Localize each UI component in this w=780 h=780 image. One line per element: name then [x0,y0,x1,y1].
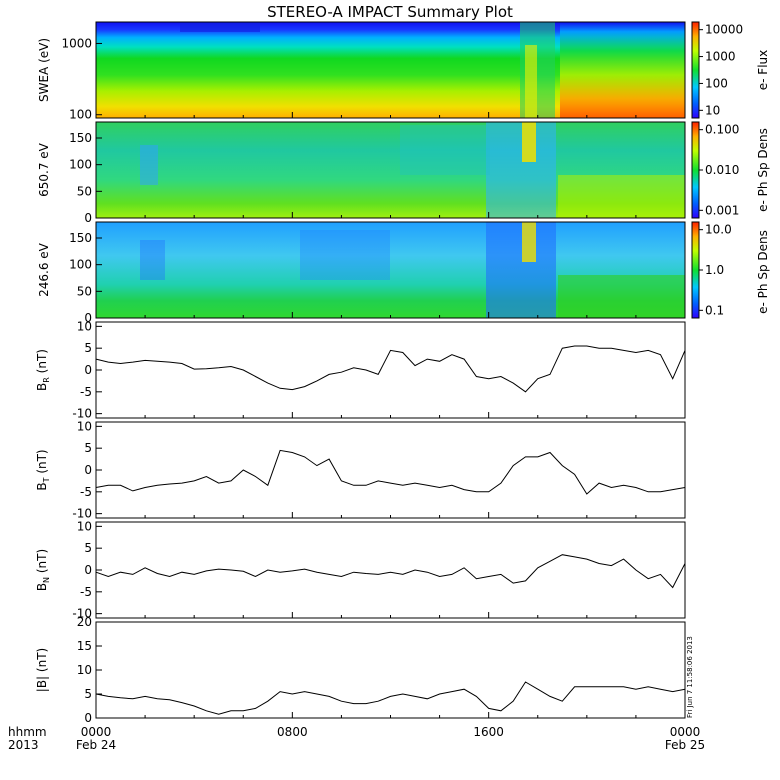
bn-ytick-label: -5 [80,585,92,599]
bmag-ytick-label: 20 [77,615,92,629]
pad-246-spectrogram [96,222,685,318]
bt-ytick-label: 5 [84,441,92,455]
pad-650-ylabel: 650.7 eV [37,142,51,197]
time-corner-bottom: 2013 [8,738,39,752]
bmag-ytick-label: 15 [77,639,92,653]
br-ytick-label: -5 [80,385,92,399]
spec-ytick-label: 150 [69,131,92,145]
bn-ytick-label: 5 [84,541,92,555]
colorbar-tick-label: 100 [705,76,728,90]
bn-plot-frame [95,521,686,619]
time-tick-label: 0800 [277,725,308,739]
spec-ytick-label: 50 [77,284,92,298]
pad-246-ylabel: 246.6 eV [37,242,51,297]
generation-timestamp: Fri Jun 7 11:58:06 2013 [686,636,694,718]
bt-ytick-label: 10 [77,419,92,433]
spec-ytick-label: 50 [77,184,92,198]
colorbar-tick-label: 0.100 [705,123,739,137]
spec-ytick-label: 1000 [61,36,92,50]
br-ytick-label: -10 [72,407,92,421]
spec-ytick-label: 100 [69,158,92,172]
bt-ytick-label: 0 [84,463,92,477]
colorbar-tick-label: 1000 [705,50,736,64]
colorbar-tick-label: 10000 [705,23,743,37]
colorbar-tick-label: 1.0 [705,263,724,277]
bt-ytick-label: -10 [72,507,92,521]
colorbar-tick-label: 0.010 [705,163,739,177]
time-date-label: Feb 25 [665,738,705,752]
spec-ytick-label: 100 [69,258,92,272]
bn-ytick-label: 10 [77,519,92,533]
time-tick-label: 1600 [473,725,504,739]
swea-colorbar: 10 100 1000 10000 e- Flux [691,21,770,119]
bn-ytick-label: -10 [72,607,92,621]
bt-plot-frame [95,421,686,519]
bt-ytick-label: -5 [80,485,92,499]
br-ylabel: BR (nT) [35,349,51,391]
spec-ytick-label: 150 [69,231,92,245]
figure-title: STEREO-A IMPACT Summary Plot [267,3,513,21]
bn-ylabel: BN (nT) [35,549,51,591]
pad-246-colorbar-label: e- Ph Sp Dens [756,230,770,314]
br-ytick-label: 5 [84,341,92,355]
time-tick-label: 0000 [670,725,701,739]
bmag-ytick-label: 5 [84,687,92,701]
spec-ytick-label: 100 [69,108,92,122]
colorbar-tick-label: 0.1 [705,303,724,317]
colorbar-tick-label: 10.0 [705,223,732,237]
spec-ytick-label: 0 [84,211,92,225]
time-corner-top: hhmm [8,725,47,739]
bt-ylabel: BT (nT) [35,449,51,490]
time-tick-label: 0000 [81,725,112,739]
swea-ylabel: SWEA (eV) [37,38,51,102]
bmag-ytick-label: 0 [84,711,92,725]
pad-650-spectrogram [96,122,685,218]
bmag-ylabel: |B| (nT) [35,648,49,692]
bn-ytick-label: 0 [84,563,92,577]
pad-650-colorbar: 0.001 0.010 0.100 e- Ph Sp Dens [691,121,770,219]
swea-colorbar-label: e- Flux [756,50,770,90]
bmag-ytick-label: 10 [77,663,92,677]
spec-ytick-label: 0 [84,311,92,325]
bn-series-line [95,554,686,589]
br-plot-frame [95,321,686,419]
bmag-series-line [95,681,686,715]
br-ytick-label: 0 [84,363,92,377]
pad-650-colorbar-label: e- Ph Sp Dens [756,128,770,212]
swea-spectrogram [96,22,685,118]
pad-246-colorbar: 0.1 1.0 10.0 e- Ph Sp Dens [691,221,770,319]
br-series-line [95,345,686,393]
bt-series-line [95,449,686,495]
colorbar-tick-label: 10 [705,103,720,117]
br-ytick-label: 10 [77,319,92,333]
time-date-label: Feb 24 [76,738,116,752]
colorbar-tick-label: 0.001 [705,203,739,217]
